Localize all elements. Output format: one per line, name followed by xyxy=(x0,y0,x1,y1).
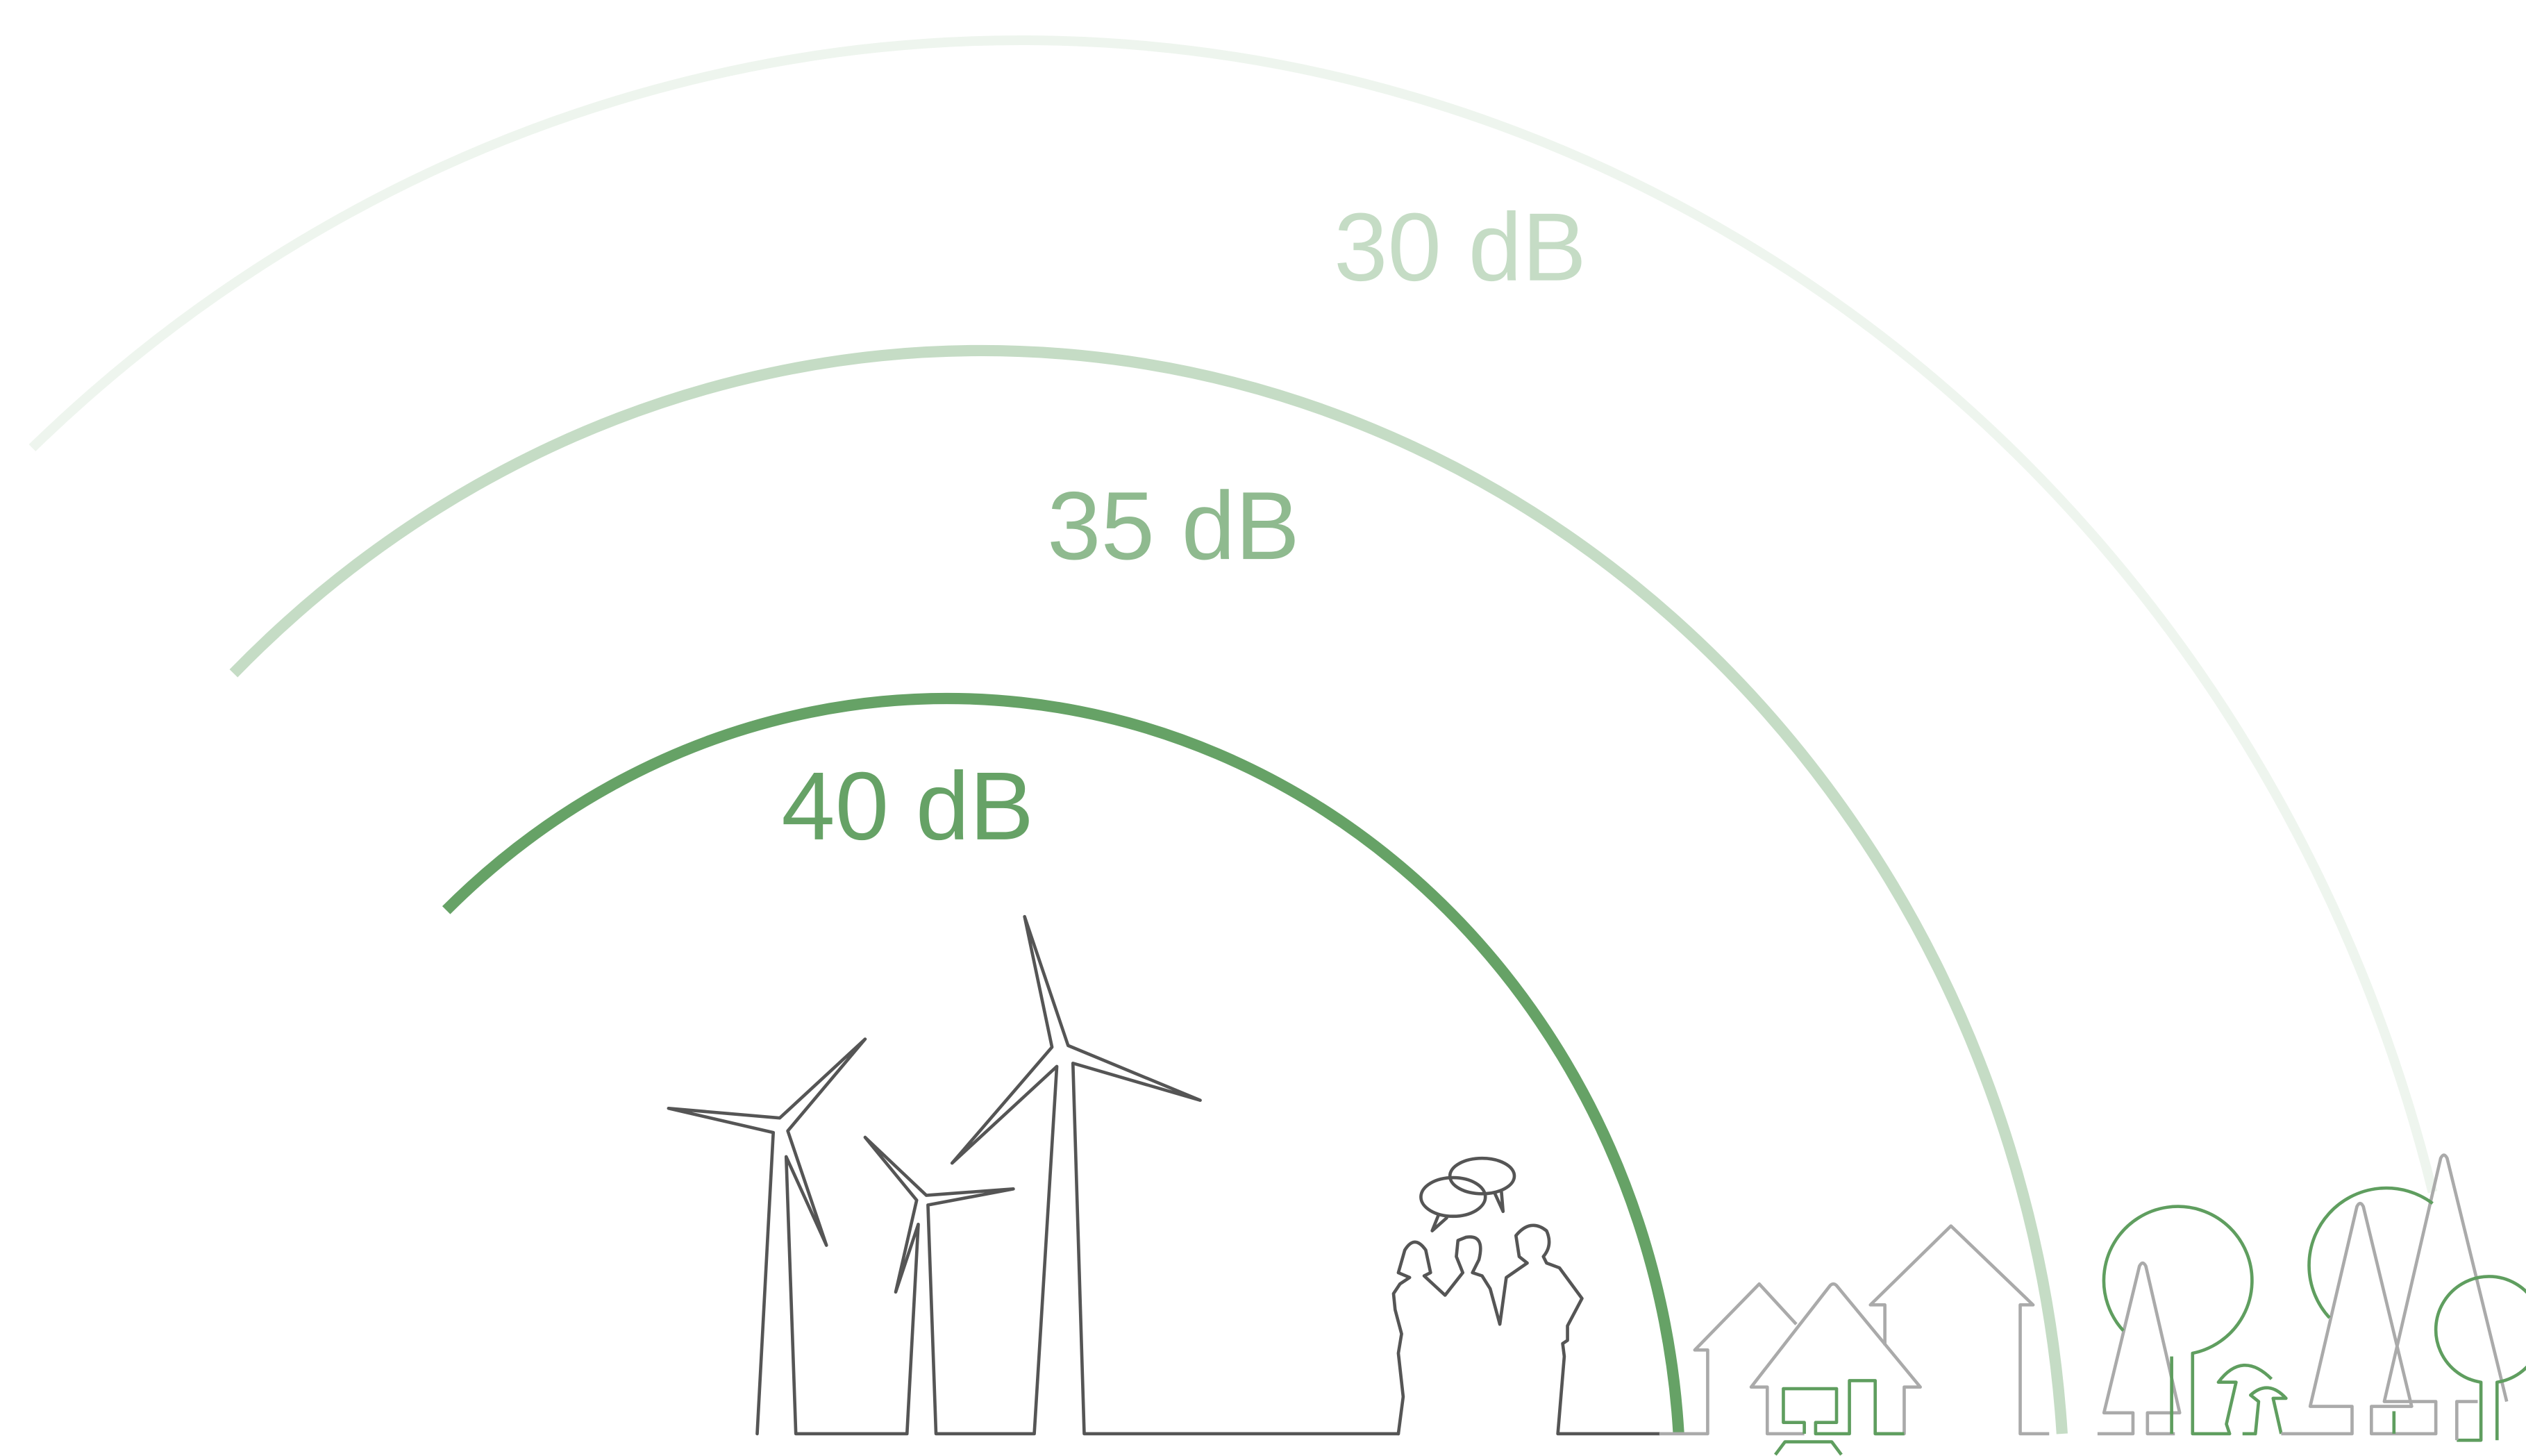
label-35: 35 dB xyxy=(1047,471,1300,580)
arc-35 xyxy=(229,344,2068,1434)
arc-40 xyxy=(442,692,1684,1434)
people xyxy=(1391,1156,1662,1436)
scene: 30 dB 35 dB 40 dB xyxy=(28,35,2526,1456)
trees xyxy=(2097,1153,2526,1442)
label-40: 40 dB xyxy=(781,752,1034,860)
label-30: 30 dB xyxy=(1334,193,1587,301)
arc-30 xyxy=(28,35,2438,1194)
houses xyxy=(1659,1224,2050,1456)
wind-turbines xyxy=(667,914,1400,1436)
